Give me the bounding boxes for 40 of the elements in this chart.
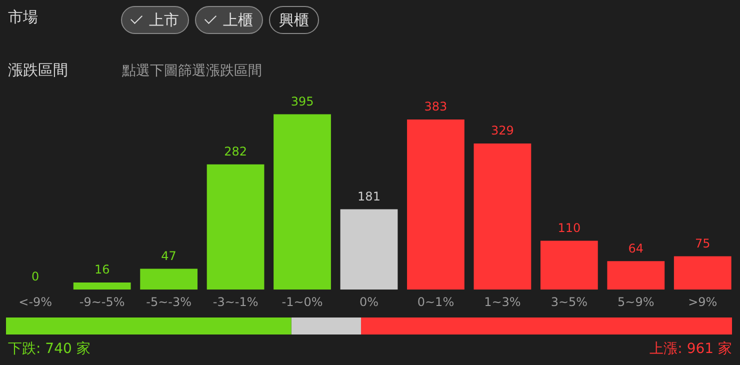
text: 上漲: 961 家: [650, 340, 732, 358]
text: 點選下圖篩選漲跌區間: [122, 63, 262, 79]
x-tick-label: <-9%: [18, 294, 52, 309]
data-label: 329: [491, 124, 514, 138]
data-label: 181: [358, 189, 380, 204]
data-label: 0: [32, 270, 40, 284]
bar: [206, 164, 264, 290]
x-tick-label: 0%: [359, 294, 379, 309]
x-tick-label: -5~-3%: [146, 294, 192, 309]
data-label: 75: [694, 236, 710, 250]
bar: [674, 256, 732, 290]
x-tick-label: -9~-5%: [79, 294, 125, 309]
text: 下跌: 740 家: [8, 340, 90, 358]
text: 上櫃: [223, 10, 253, 30]
data-label: 282: [224, 144, 247, 159]
data-label: 47: [161, 248, 176, 263]
x-tick-label: -3~-1%: [212, 294, 258, 309]
data-label: 395: [290, 94, 314, 108]
bar: [474, 144, 532, 290]
bar: [140, 268, 198, 290]
data-label: 383: [424, 100, 448, 114]
x-tick-label: 0~1%: [417, 294, 454, 309]
bar: [607, 261, 665, 290]
data-label: 16: [94, 262, 110, 277]
text: 興櫃: [279, 10, 309, 30]
bar: [540, 240, 598, 290]
x-tick-label: >9%: [688, 294, 718, 309]
text: 上市: [149, 10, 179, 30]
data-label: 64: [628, 241, 644, 256]
bar: [340, 209, 398, 290]
text: 漲跌區間: [8, 61, 68, 79]
x-tick-label: 5~9%: [618, 294, 654, 309]
x-tick-label: 1~3%: [484, 294, 521, 309]
x-tick-label: 3~5%: [550, 294, 588, 309]
bar: [407, 120, 464, 290]
bar: [73, 282, 131, 290]
bar: [274, 114, 331, 290]
x-tick-label: -1~0%: [282, 294, 323, 309]
text: 市場: [8, 8, 38, 26]
data-label: 110: [558, 220, 581, 235]
